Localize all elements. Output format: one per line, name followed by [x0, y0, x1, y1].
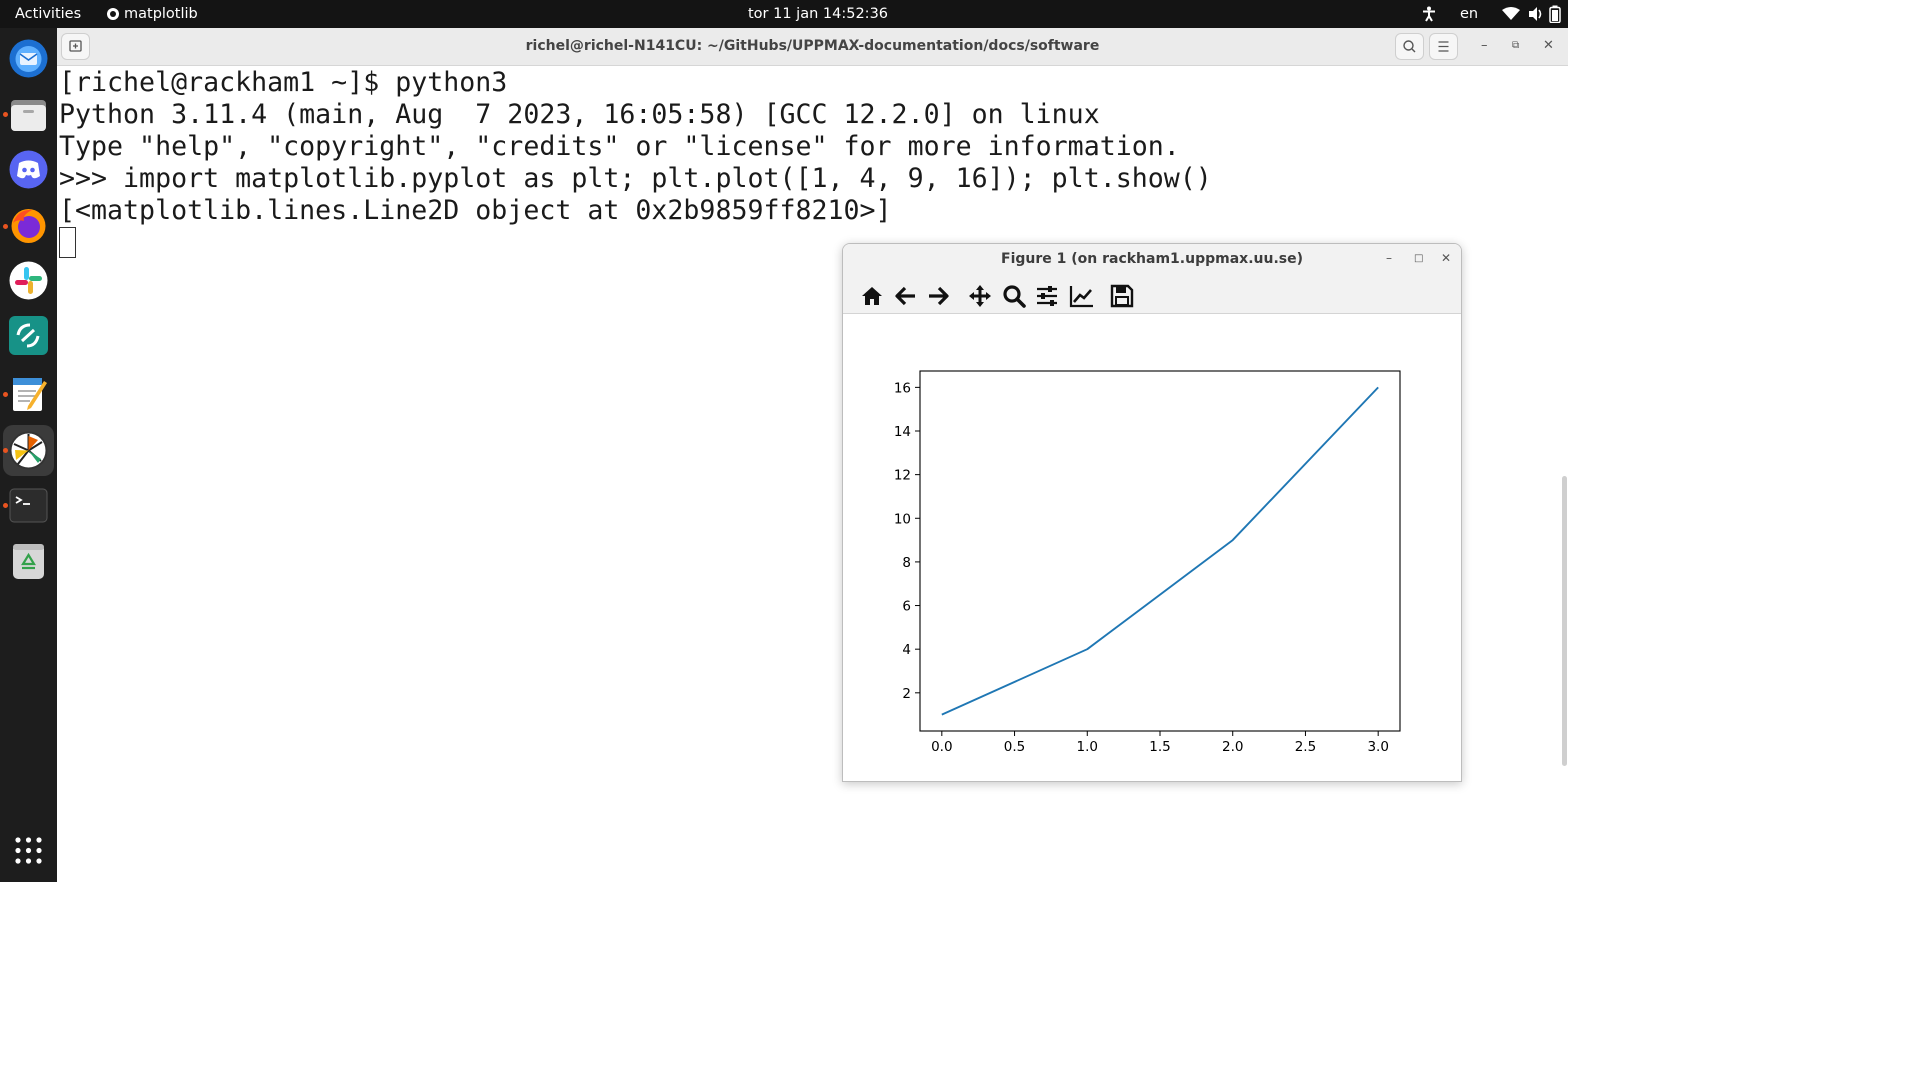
dock-item-discord[interactable]	[8, 149, 49, 190]
figure-maximize-button[interactable]: □	[1414, 253, 1424, 264]
x-tick-label: 2.0	[1222, 739, 1243, 755]
matplotlib-icon	[107, 8, 119, 20]
x-tick-label: 0.5	[1004, 739, 1025, 755]
plot-canvas[interactable]: 0.0 0.5 1.0 1.5 2.0 2.5 3.0 2 4 6 8 10 12 14 16	[843, 315, 1461, 781]
dock-item-shutter[interactable]	[8, 430, 49, 471]
thunderbird-icon	[9, 39, 48, 78]
save-icon[interactable]	[1109, 283, 1135, 309]
app-menu-label: matplotlib	[124, 6, 198, 22]
running-indicator	[3, 448, 8, 453]
terminal-cursor	[59, 227, 76, 258]
pan-icon[interactable]	[967, 283, 993, 309]
figure-close-button[interactable]: ✕	[1441, 251, 1452, 265]
back-icon[interactable]	[893, 283, 919, 309]
volume-icon[interactable]	[1528, 6, 1544, 22]
new-tab-button[interactable]	[61, 33, 90, 60]
restore-button[interactable]: ⧉	[1512, 40, 1520, 51]
clock[interactable]: tor 11 jan 14:52:36	[748, 6, 889, 22]
y-tick-label: 4	[902, 642, 911, 658]
shutter-icon	[9, 431, 48, 470]
figure-minimize-button[interactable]: –	[1386, 251, 1392, 265]
forward-icon[interactable]	[925, 283, 951, 309]
discord-icon	[9, 150, 48, 189]
y-tick-label: 12	[894, 468, 911, 484]
y-tick-label: 8	[902, 555, 911, 571]
x-tick-label: 3.0	[1367, 739, 1388, 755]
terminal-line: [richel@rackham1 ~]$ python3	[59, 67, 508, 98]
gitkraken-icon	[9, 316, 48, 355]
new-tab-icon	[69, 40, 82, 52]
figure-titlebar[interactable]: Figure 1 (on rackham1.uppmax.uu.se) – □ …	[843, 244, 1461, 276]
system-tray[interactable]: en	[1388, 0, 1568, 28]
show-apps-button[interactable]	[8, 830, 49, 871]
accessibility-icon[interactable]	[1422, 6, 1436, 22]
running-indicator	[3, 224, 8, 229]
dock-item-text-editor[interactable]	[8, 373, 49, 414]
y-tick-label: 14	[894, 424, 911, 440]
dock-item-slack[interactable]	[8, 260, 49, 301]
close-button[interactable]: ✕	[1543, 38, 1554, 53]
figure-title: Figure 1 (on rackham1.uppmax.uu.se)	[1001, 251, 1303, 267]
dock-item-gitkraken[interactable]	[8, 315, 49, 356]
figure-toolbar	[843, 276, 1461, 314]
y-tick-label: 2	[902, 686, 911, 702]
x-tick-label: 2.5	[1295, 739, 1316, 755]
app-menu[interactable]: matplotlib	[107, 6, 198, 22]
y-tick-label: 16	[894, 380, 911, 396]
dock	[0, 28, 57, 882]
home-icon[interactable]	[859, 283, 885, 309]
figure-window[interactable]: Figure 1 (on rackham1.uppmax.uu.se) – □ …	[842, 243, 1462, 782]
edit-axis-icon[interactable]	[1069, 283, 1095, 309]
text-editor-icon	[13, 378, 47, 411]
dock-item-files[interactable]	[8, 94, 49, 135]
terminal-title: richel@richel-N141CU: ~/GitHubs/UPPMAX-d…	[525, 38, 1100, 54]
wifi-icon[interactable]	[1502, 7, 1520, 21]
zoom-icon[interactable]	[1001, 283, 1027, 309]
terminal-scrollbar[interactable]	[1562, 476, 1567, 766]
running-indicator	[3, 112, 8, 117]
x-tick-label: 1.0	[1077, 739, 1098, 755]
terminal-line: Type "help", "copyright", "credits" or "…	[59, 131, 1180, 162]
dock-item-firefox[interactable]	[8, 205, 49, 246]
x-tick-label: 0.0	[931, 739, 952, 755]
search-button[interactable]	[1395, 33, 1424, 60]
slack-icon	[9, 261, 48, 300]
dock-item-trash[interactable]	[8, 541, 49, 582]
terminal-line: Python 3.11.4 (main, Aug 7 2023, 16:05:5…	[59, 99, 1100, 130]
activities-button[interactable]: Activities	[15, 6, 82, 22]
terminal-icon	[9, 488, 48, 523]
running-indicator	[3, 392, 8, 397]
dock-item-thunderbird[interactable]	[8, 38, 49, 79]
y-tick-label: 10	[894, 511, 911, 527]
x-tick-label: 1.5	[1149, 739, 1170, 755]
grid-icon	[15, 837, 42, 864]
terminal-titlebar[interactable]: richel@richel-N141CU: ~/GitHubs/UPPMAX-d…	[57, 28, 1568, 66]
running-indicator	[3, 503, 8, 508]
trash-icon	[13, 544, 44, 579]
minimize-button[interactable]: –	[1481, 38, 1488, 53]
terminal-line: >>> import matplotlib.pyplot as plt; plt…	[59, 163, 1212, 194]
menu-button[interactable]	[1429, 33, 1458, 60]
files-icon	[11, 100, 46, 131]
hamburger-menu-icon	[1438, 41, 1449, 52]
search-icon	[1403, 40, 1416, 53]
terminal-line: [<matplotlib.lines.Line2D object at 0x2b…	[59, 195, 892, 226]
firefox-icon	[11, 209, 46, 243]
battery-icon[interactable]	[1549, 5, 1561, 23]
language-indicator[interactable]: en	[1460, 6, 1479, 22]
series-line	[941, 386, 1379, 716]
configure-subplots-icon[interactable]	[1034, 283, 1060, 309]
y-tick-label: 6	[902, 599, 911, 615]
figure-background	[843, 315, 1461, 781]
dock-item-terminal[interactable]	[8, 485, 49, 526]
top-bar: Activities matplotlib tor 11 jan 14:52:3…	[0, 0, 1568, 28]
